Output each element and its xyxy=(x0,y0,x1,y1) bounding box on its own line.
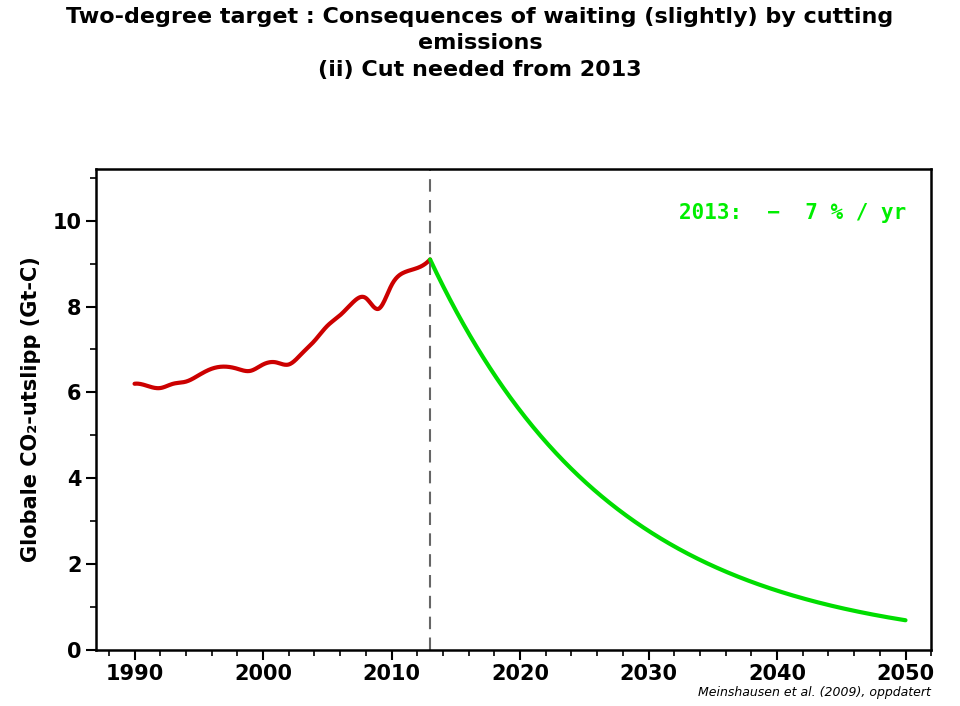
Y-axis label: Globale CO₂-utslipp (Gt-C): Globale CO₂-utslipp (Gt-C) xyxy=(21,256,41,563)
Text: 2013:  −  7 % / yr: 2013: − 7 % / yr xyxy=(679,203,906,223)
Text: Two-degree target : Consequences of waiting (slightly) by cutting
emissions
(ii): Two-degree target : Consequences of wait… xyxy=(66,7,894,80)
Text: Meinshausen et al. (2009), oppdatert: Meinshausen et al. (2009), oppdatert xyxy=(698,686,931,699)
